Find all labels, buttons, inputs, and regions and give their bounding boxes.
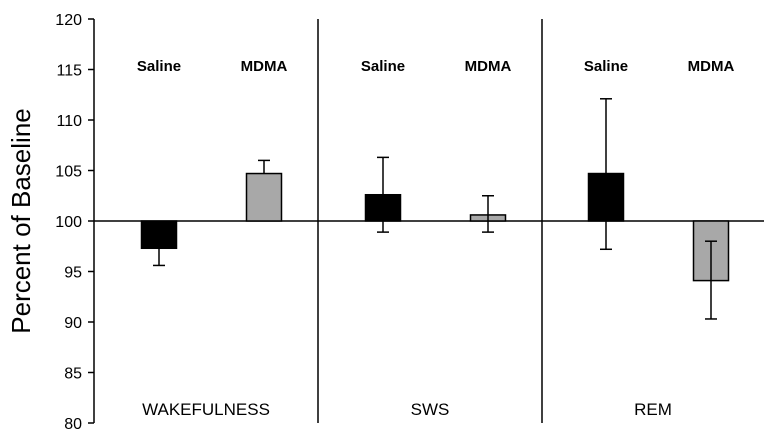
condition-label: MDMA — [465, 58, 512, 75]
chart-bars — [140, 98, 730, 320]
condition-label: Saline — [584, 58, 628, 75]
y-tick-label: 80 — [64, 416, 82, 432]
y-tick-label: 100 — [55, 214, 82, 231]
chart-axes: 80 85 90 95 100 105 110 115 120 — [55, 12, 764, 432]
y-tick-label: 85 — [64, 366, 82, 383]
y-tick-label: 90 — [64, 315, 82, 332]
y-axis-label: Percent of Baseline — [6, 108, 36, 333]
y-tick-label: 115 — [56, 63, 82, 80]
condition-label: MDMA — [241, 58, 288, 75]
y-tick-label: 110 — [56, 113, 82, 130]
y-tick-label: 120 — [55, 12, 82, 29]
bar-mdma — [245, 172, 283, 222]
bar-saline — [140, 220, 178, 250]
group-label: REM — [634, 400, 672, 419]
condition-label: Saline — [137, 58, 181, 75]
group-label: WAKEFULNESS — [142, 400, 270, 419]
group-label: SWS — [411, 400, 450, 419]
condition-label: Saline — [361, 58, 405, 75]
condition-label: MDMA — [688, 58, 735, 75]
y-tick-label: 95 — [64, 265, 82, 282]
y-tick-label: 105 — [55, 164, 82, 181]
chart-labels: Percent of Baseline Saline MDMA WAKEFULNESS… — [6, 58, 734, 419]
